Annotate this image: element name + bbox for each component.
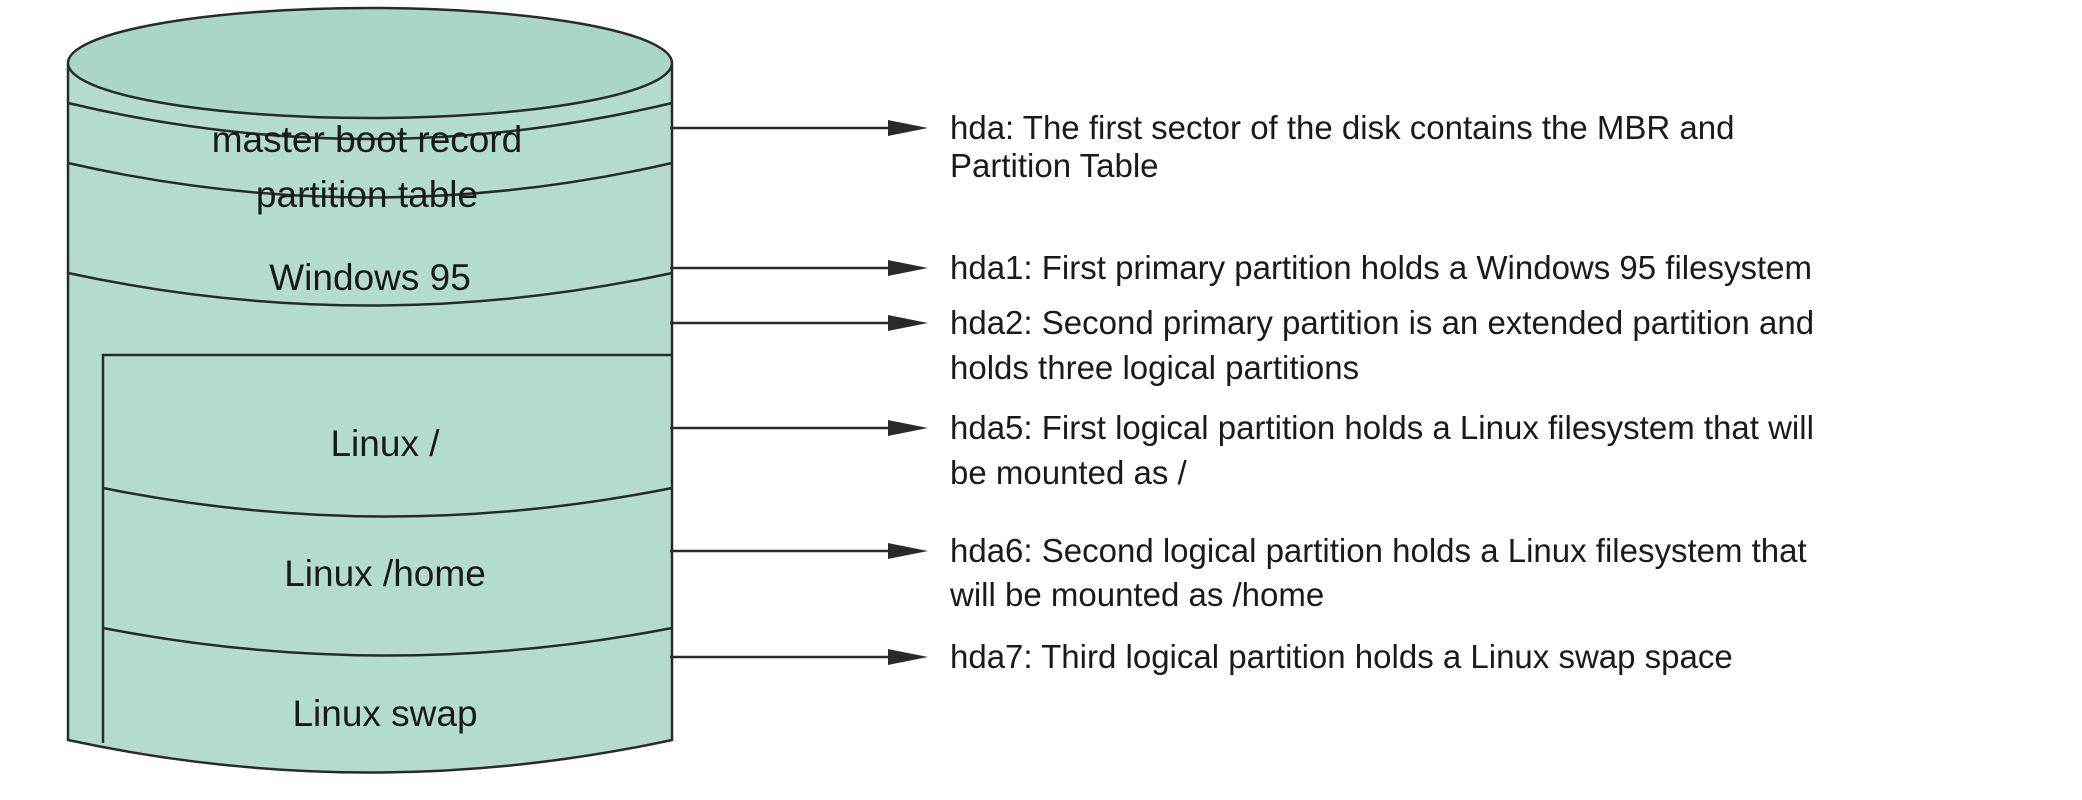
boundary-partition-table — [67, 161, 673, 199]
label-linux-swap: Linux swap — [292, 693, 477, 734]
callout-hda5-line1: hda5: First logical partition holds a Li… — [950, 409, 1814, 446]
callout-hda2-line1: hda2: Second primary partition is an ext… — [950, 304, 1814, 341]
label-master-boot-record: master boot record — [212, 119, 523, 160]
callout-hda5-line2: be mounted as / — [950, 454, 1187, 491]
leader-hda7 — [670, 649, 928, 665]
callout-hda2-line2: holds three logical partitions — [950, 349, 1359, 386]
callout-hda-line2: Partition Table — [950, 147, 1159, 184]
callout-hda1-line1: hda1: First primary partition holds a Wi… — [950, 249, 1812, 286]
cylinder-body — [66, 63, 674, 774]
leader-hda5 — [670, 420, 928, 436]
label-linux-root: Linux / — [330, 423, 440, 464]
disk-cylinder: master boot record partition table Windo… — [66, 6, 674, 774]
callout-hda6-line1: hda6: Second logical partition holds a L… — [950, 532, 1807, 569]
label-windows-95: Windows 95 — [269, 257, 471, 298]
boundary-mbr — [67, 101, 673, 141]
leader-hda — [670, 120, 928, 136]
leader-hda1 — [670, 260, 928, 276]
callout-hda7-line1: hda7: Third logical partition holds a Li… — [950, 638, 1733, 675]
extended-partition-outline — [101, 353, 672, 743]
label-partition-table: partition table — [256, 174, 478, 215]
callout-hda-line1: hda: The first sector of the disk contai… — [950, 109, 1734, 146]
callout-descriptions: hda: The first sector of the disk contai… — [949, 109, 1814, 675]
boundary-linux-root — [102, 486, 673, 518]
boundary-linux-home — [102, 626, 673, 657]
callout-hda6-line2: will be mounted as /home — [949, 576, 1324, 613]
boundary-windows — [67, 271, 673, 307]
leader-hda6 — [670, 543, 928, 559]
leader-lines — [670, 120, 928, 665]
cylinder-top — [66, 6, 674, 120]
leader-hda2 — [670, 315, 928, 331]
label-linux-home: Linux /home — [284, 553, 486, 594]
